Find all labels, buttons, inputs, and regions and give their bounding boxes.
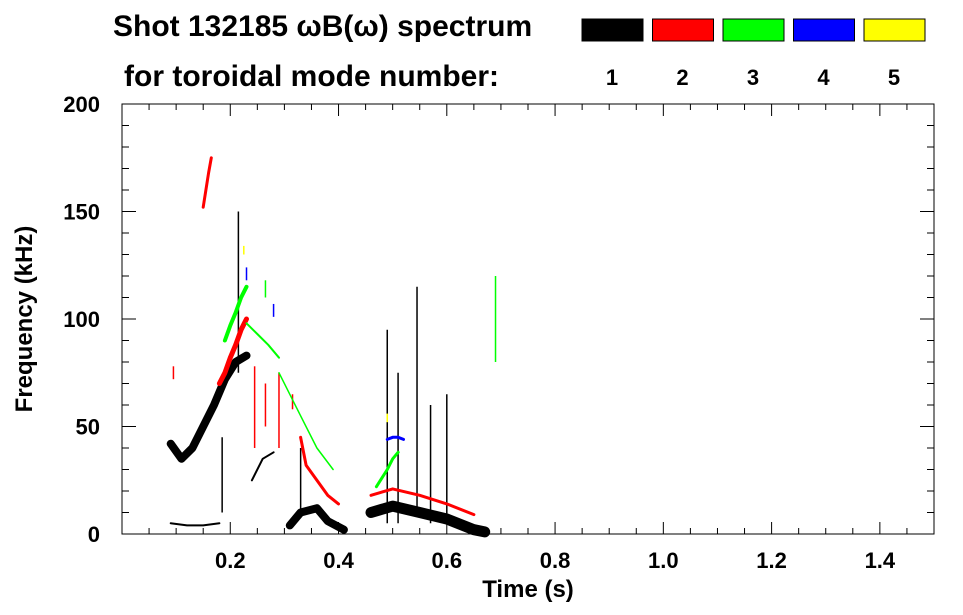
mode-1-band-4 [365,500,491,538]
legend-label-mode-2: 2 [676,65,688,90]
mode-3-band-2 [278,372,334,471]
x-tick-label: 1.0 [648,548,679,573]
series-mode-1 [166,211,491,538]
x-tick-label: 0.6 [432,548,463,573]
mode-1-band-2 [250,451,275,482]
x-tick-label: 1.2 [756,548,787,573]
mode-2-band-3 [201,156,213,209]
mode-2-band-0 [216,316,249,386]
mode-1-band-3 [285,504,348,534]
y-axis: 0 50 100 150 200 [63,92,934,547]
legend-swatch-mode-1 [581,18,644,42]
legend: 1 2 3 4 5 [581,18,926,90]
spectrum-series [166,156,497,538]
y-tick-label: 50 [76,415,100,440]
series-mode-4 [245,267,405,441]
mode-2-band-1 [299,435,340,506]
chart-title-line2: for toroidal mode number: [124,60,499,93]
legend-swatch-mode-4 [793,18,855,42]
legend-label-mode-1: 1 [606,65,618,90]
legend-swatch-mode-3 [722,18,785,42]
series-mode-5 [243,245,389,423]
chart-title-line1: Shot 132185 ωB(ω) spectrum [113,10,532,43]
y-axis-label: Frequency (kHz) [11,226,38,413]
mode-2-band-2 [369,487,476,517]
series-mode-3 [222,276,497,489]
mode-3-band-3 [374,450,400,489]
x-tick-label: 0.8 [540,548,571,573]
x-axis: 0.2 0.4 0.6 0.8 1.0 1.2 1.4 [148,104,908,573]
legend-label-mode-5: 5 [888,65,900,90]
mode-1-band-1 [169,522,221,527]
legend-label-mode-4: 4 [817,65,830,90]
y-tick-label: 0 [88,522,100,547]
x-tick-label: 0.2 [215,548,246,573]
legend-label-mode-3: 3 [747,65,759,90]
mode-4-band-0 [385,435,405,441]
legend-swatch-mode-5 [863,18,926,42]
x-tick-label: 1.4 [865,548,896,573]
mode-3-band-1 [245,322,280,359]
legend-swatch-mode-2 [652,18,714,42]
y-tick-label: 200 [63,92,100,117]
mode-3-band-0 [222,284,249,343]
x-tick-label: 0.4 [323,548,354,573]
series-mode-2 [172,156,476,517]
mode-1-band-0 [166,351,251,463]
y-tick-label: 100 [63,307,100,332]
x-axis-label: Time (s) [482,576,574,603]
y-tick-label: 150 [63,200,100,225]
